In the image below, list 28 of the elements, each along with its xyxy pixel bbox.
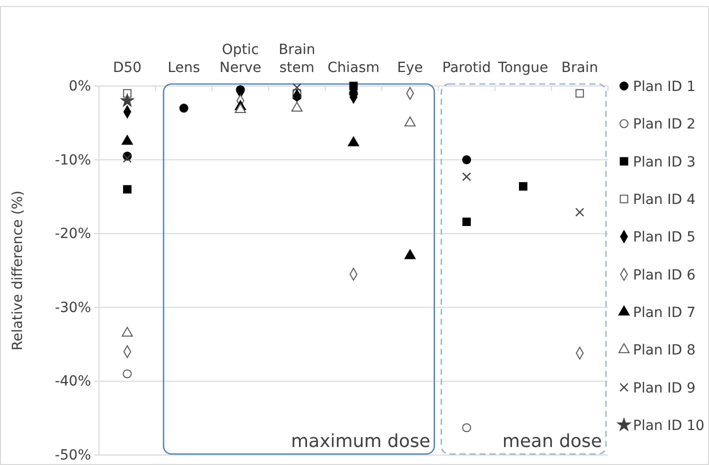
legend-label: Plan ID 6 [633,267,696,284]
y-tick-label: -20% [54,226,91,242]
legend-label: Plan ID 8 [633,342,696,359]
annotation: maximum dose [291,431,430,452]
x-tick-label: Tongue [497,60,548,76]
x-tick-label: Lens [168,60,200,76]
x-tick-label: Chiasm [327,60,380,76]
y-tick-label: 0% [68,78,91,94]
y-tick-label: -30% [54,300,91,316]
x-tick-label: Eye [397,60,423,76]
x-tick-label: D50 [112,60,142,76]
legend-label: Plan ID 4 [633,192,696,208]
y-tick-label: -40% [54,374,91,390]
y-axis-title: Relative difference (%) [10,190,26,350]
x-tick-label: Parotid [442,60,491,76]
x-tick-label: Optic Nerve [220,42,262,76]
legend-label: Plan ID 2 [633,116,696,133]
legend-label: Plan ID 1 [633,79,696,95]
y-tick-label: -50% [54,447,91,464]
y-tick-label: -10% [54,152,91,168]
legend-label: Plan ID 10 [633,418,704,434]
legend-label: Plan ID 7 [633,305,696,321]
legend-label: Plan ID 3 [633,154,696,170]
legend-label: Plan ID 9 [633,380,696,396]
x-tick-label: Brain stem [278,42,316,76]
annotation: mean dose [502,431,602,452]
legend-label: Plan ID 5 [633,230,696,246]
x-tick-label: Brain [561,60,598,76]
